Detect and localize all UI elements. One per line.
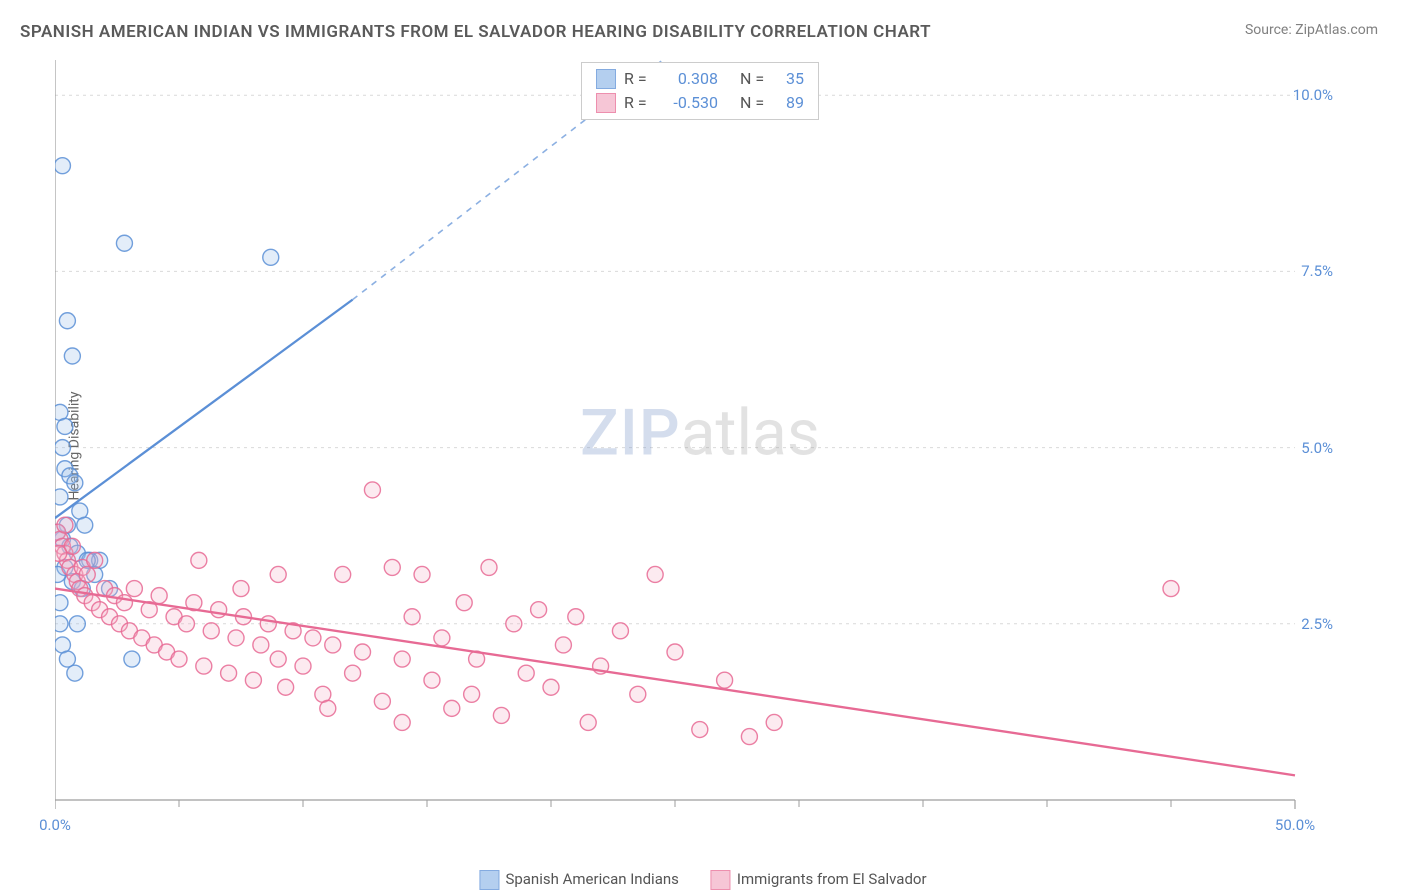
y-tick-label: 7.5%	[1301, 262, 1333, 280]
plot-area: ZIPatlas R =0.308N =35R =-0.530N =89 2.5…	[55, 60, 1345, 838]
y-tick-label: 10.0%	[1293, 86, 1333, 104]
legend: Spanish American Indians Immigrants from …	[479, 870, 926, 890]
x-tick-label: 0.0%	[39, 816, 71, 834]
correlation-stats-box: R = 0.308 N = 35 R = -0.530 N = 89	[581, 62, 819, 120]
y-tick-label: 2.5%	[1301, 615, 1333, 633]
stats-swatch	[596, 93, 616, 113]
n-label: N =	[740, 91, 768, 115]
n-value: 35	[776, 67, 804, 91]
legend-item: Spanish American Indians	[479, 870, 678, 890]
stats-swatch	[596, 69, 616, 89]
legend-swatch	[479, 870, 499, 890]
stats-row: R = 0.308 N = 35	[596, 67, 804, 91]
r-label: R =	[624, 91, 652, 115]
stats-row: R = -0.530 N = 89	[596, 91, 804, 115]
legend-item: Immigrants from El Salvador	[711, 870, 927, 890]
r-value: -0.530	[660, 91, 718, 115]
x-tick-label: 50.0%	[1275, 816, 1315, 834]
legend-label: Spanish American Indians	[505, 870, 678, 888]
legend-swatch	[711, 870, 731, 890]
y-tick-label: 5.0%	[1301, 439, 1333, 457]
n-label: N =	[740, 67, 768, 91]
r-value: 0.308	[660, 67, 718, 91]
source-label: Source: ZipAtlas.com	[1245, 22, 1378, 38]
legend-label: Immigrants from El Salvador	[737, 870, 927, 888]
n-value: 89	[776, 91, 804, 115]
r-label: R =	[624, 67, 652, 91]
scatter-plot-svg	[55, 60, 1345, 838]
chart-title: SPANISH AMERICAN INDIAN VS IMMIGRANTS FR…	[20, 22, 931, 42]
